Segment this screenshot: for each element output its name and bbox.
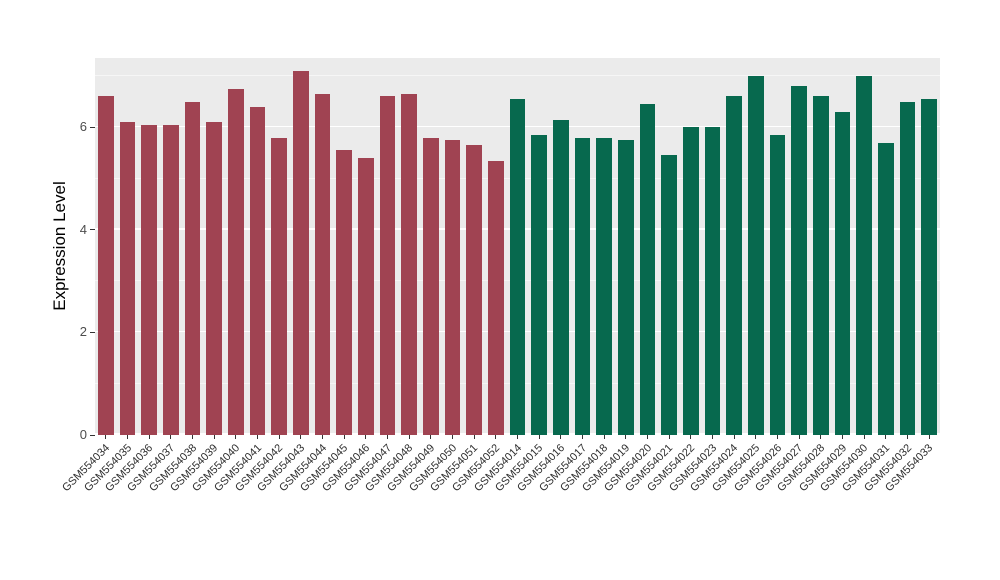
x-tick-mark (322, 435, 323, 439)
bar (769, 134, 786, 435)
x-tick-mark (430, 435, 432, 439)
x-tick-mark (690, 435, 692, 439)
bar (639, 104, 656, 435)
bar (618, 140, 634, 435)
x-tick-mark (560, 435, 562, 439)
x-tick-mark (907, 435, 908, 439)
bar (531, 134, 547, 435)
bar (899, 101, 916, 435)
x-tick-mark (798, 435, 800, 439)
bar (206, 122, 222, 435)
bar (748, 75, 764, 435)
x-tick-mark (127, 435, 128, 439)
x-tick-mark (582, 435, 583, 439)
x-tick-mark (105, 435, 107, 439)
bar (336, 150, 352, 435)
x-tick-mark (777, 435, 778, 439)
gridline-minor (95, 74, 940, 76)
bar (314, 93, 331, 435)
bar (813, 96, 829, 435)
x-tick-mark (755, 435, 757, 439)
y-tick-label: 0 (79, 427, 87, 442)
x-tick-mark (842, 435, 843, 439)
x-tick-mark (278, 435, 280, 439)
x-tick-mark (257, 435, 258, 439)
x-tick-mark (170, 435, 172, 439)
x-tick-mark (300, 435, 302, 439)
y-tick-label: 4 (79, 221, 87, 237)
bar (141, 124, 157, 435)
x-tick-mark (928, 435, 930, 439)
x-tick-mark (192, 435, 193, 439)
y-tick-label: 6 (79, 119, 87, 135)
x-tick-mark (235, 435, 237, 439)
y-tick-mark (90, 331, 95, 333)
x-tick-mark (647, 435, 648, 439)
x-tick-mark (538, 435, 540, 439)
bar (423, 137, 439, 435)
y-tick-mark (90, 434, 95, 436)
bar (683, 127, 699, 435)
x-tick-mark (148, 435, 150, 439)
bar (704, 127, 721, 435)
bar (358, 158, 374, 435)
y-tick-mark (90, 229, 95, 231)
bar (661, 155, 677, 435)
bar (488, 160, 504, 435)
bar (401, 93, 417, 435)
x-tick-mark (495, 435, 497, 439)
y-tick-label: 2 (79, 324, 87, 340)
x-tick-mark (668, 435, 670, 439)
bar (184, 101, 201, 435)
bar (271, 137, 287, 435)
x-tick-mark (365, 435, 367, 439)
bar (726, 96, 742, 435)
bar (119, 122, 136, 435)
bar (878, 142, 894, 435)
x-tick-mark (473, 435, 475, 439)
x-tick-mark (820, 435, 822, 439)
x-tick-mark (603, 435, 605, 439)
bar (509, 99, 526, 435)
x-tick-mark (733, 435, 735, 439)
bar (834, 111, 851, 435)
bar (228, 88, 244, 435)
x-tick-mark (517, 435, 518, 439)
x-tick-mark (625, 435, 627, 439)
x-tick-mark (863, 435, 865, 439)
bar (466, 145, 482, 435)
bar (856, 75, 872, 435)
x-tick-mark (408, 435, 410, 439)
bar (574, 137, 591, 435)
bar (98, 96, 114, 435)
x-tick-mark (712, 435, 713, 439)
bar (921, 99, 937, 435)
bar (596, 137, 612, 435)
y-axis-title: Expression Level (50, 181, 69, 311)
bar (444, 140, 461, 435)
bar (791, 86, 807, 435)
x-tick-mark (885, 435, 887, 439)
x-tick-mark (387, 435, 388, 439)
bar (379, 96, 396, 435)
bar (163, 124, 179, 435)
bar (249, 106, 266, 435)
x-tick-mark (213, 435, 215, 439)
y-tick-mark (90, 126, 95, 128)
x-tick-mark (343, 435, 345, 439)
plot-panel (95, 58, 940, 435)
x-tick-mark (452, 435, 453, 439)
bar (293, 70, 309, 435)
bar (553, 119, 569, 435)
